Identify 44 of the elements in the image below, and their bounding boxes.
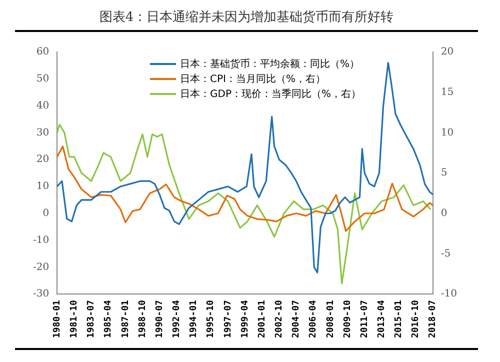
x-tick-label: 2018-07 — [428, 300, 438, 338]
legend-label: 日本：基础货币：平均余额：同比（%） — [180, 58, 360, 70]
y-tick-label: 0 — [42, 208, 50, 219]
x-tick-label: 2001-01 — [257, 300, 268, 338]
x-tick-label: 1992-04 — [172, 300, 182, 338]
x-tick-label: 1987-01 — [120, 300, 131, 338]
y2-tick-label: 20 — [440, 46, 454, 58]
legend-label: 日本：GDP：现价：当季同比（%，右） — [180, 88, 361, 100]
x-tick-label: 1985-04 — [104, 300, 114, 338]
y-tick-label: 30 — [36, 127, 50, 138]
x-tick-label: 1983-07 — [86, 300, 97, 338]
x-tick-label: 1994-01 — [189, 300, 200, 338]
legend-label: 日本：CPI：当月同比（%，右） — [180, 72, 326, 86]
y2-tick-label: 10 — [440, 127, 454, 138]
x-tick-label: 2006-04 — [308, 300, 319, 338]
x-tick-label: 2013-04 — [376, 300, 387, 338]
x-tick-label: 2015-01 — [394, 300, 404, 338]
x-tick-label: 1988-10 — [138, 300, 148, 338]
y-tick-label: 10 — [36, 181, 50, 192]
x-tick-label: 1981-10 — [70, 300, 80, 338]
y-tick-label: -10 — [32, 234, 50, 246]
x-tick-label: 2011-07 — [360, 300, 370, 338]
x-tick-label: 2016-10 — [411, 300, 422, 338]
y2-tick-label: -5 — [440, 248, 451, 260]
y-tick-label: 20 — [36, 154, 50, 166]
x-tick-label: 1999-04 — [240, 300, 250, 338]
x-tick-label: 2004-07 — [292, 300, 302, 338]
y-tick-label: 50 — [36, 73, 50, 84]
y2-tick-label: -10 — [440, 288, 458, 300]
y2-tick-label: 5 — [440, 168, 448, 179]
x-tick-label: 1980-01 — [52, 300, 62, 338]
y2-tick-label: 0 — [440, 208, 448, 219]
x-tick-label: 1990-07 — [154, 300, 165, 338]
y-tick-label: -20 — [32, 262, 50, 273]
y-tick-label: 60 — [36, 46, 50, 58]
x-tick-label: 2008-01 — [326, 300, 336, 338]
y-tick-label: -30 — [32, 288, 50, 300]
chart-title: 图表4：日本通缩并未因为增加基础货币而有所好转 — [15, 8, 478, 32]
x-tick-label: 1997-07 — [223, 300, 234, 338]
x-tick-label: 1995-10 — [206, 300, 216, 338]
x-tick-label: 2002-10 — [274, 300, 285, 338]
y2-tick-label: 15 — [440, 86, 454, 98]
y-tick-label: 40 — [36, 100, 50, 112]
x-tick-label: 2009-10 — [342, 300, 353, 338]
